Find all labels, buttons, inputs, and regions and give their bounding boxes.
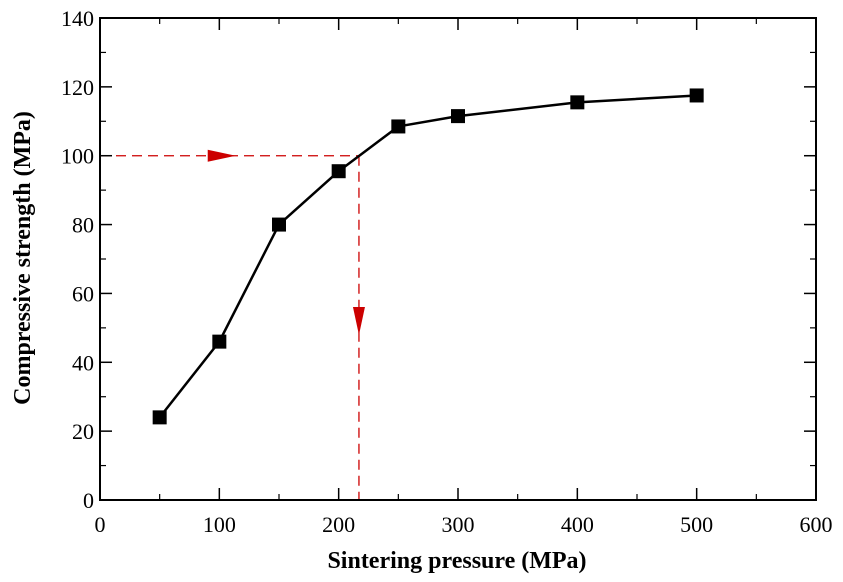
y-tick-label: 100 bbox=[61, 144, 94, 169]
x-axis-title: Sintering pressure (MPa) bbox=[327, 548, 586, 574]
y-tick-label: 80 bbox=[72, 213, 94, 238]
y-tick-label: 40 bbox=[72, 350, 94, 375]
axes bbox=[99, 17, 817, 501]
horizontal-arrow-head bbox=[207, 149, 236, 162]
x-tick-label: 600 bbox=[800, 512, 833, 537]
x-tick-label: 0 bbox=[95, 512, 106, 537]
annotations bbox=[100, 149, 365, 500]
series-layer bbox=[152, 88, 704, 425]
data-point-marker bbox=[391, 119, 406, 134]
data-point-marker bbox=[451, 109, 465, 124]
data-point-marker bbox=[272, 217, 286, 232]
y-tick-label: 140 bbox=[61, 6, 94, 31]
series-line bbox=[158, 94, 697, 419]
data-point-marker bbox=[331, 164, 346, 179]
data-point-marker bbox=[212, 334, 227, 349]
x-tick-label: 400 bbox=[561, 512, 594, 537]
x-tick-label: 500 bbox=[680, 512, 713, 537]
tick-labels: 0 100 200 300 400 500 600 0 20 40 60 80 100 120 140 bbox=[61, 6, 833, 537]
y-tick-label: 20 bbox=[72, 419, 94, 444]
y-tick-label: 120 bbox=[61, 75, 94, 100]
data-point-marker bbox=[570, 95, 585, 110]
x-tick-label: 200 bbox=[322, 512, 355, 537]
y-tick-label: 60 bbox=[72, 281, 94, 306]
x-tick-label: 100 bbox=[203, 512, 236, 537]
data-point-marker bbox=[152, 410, 167, 425]
plot-frame bbox=[99, 17, 817, 501]
x-tick-label: 300 bbox=[442, 512, 475, 537]
vertical-arrow-head bbox=[352, 306, 365, 335]
y-tick-label: 0 bbox=[83, 488, 94, 513]
y-axis-title: Compressive strength (MPa) bbox=[10, 111, 36, 405]
data-point-marker bbox=[689, 88, 704, 103]
